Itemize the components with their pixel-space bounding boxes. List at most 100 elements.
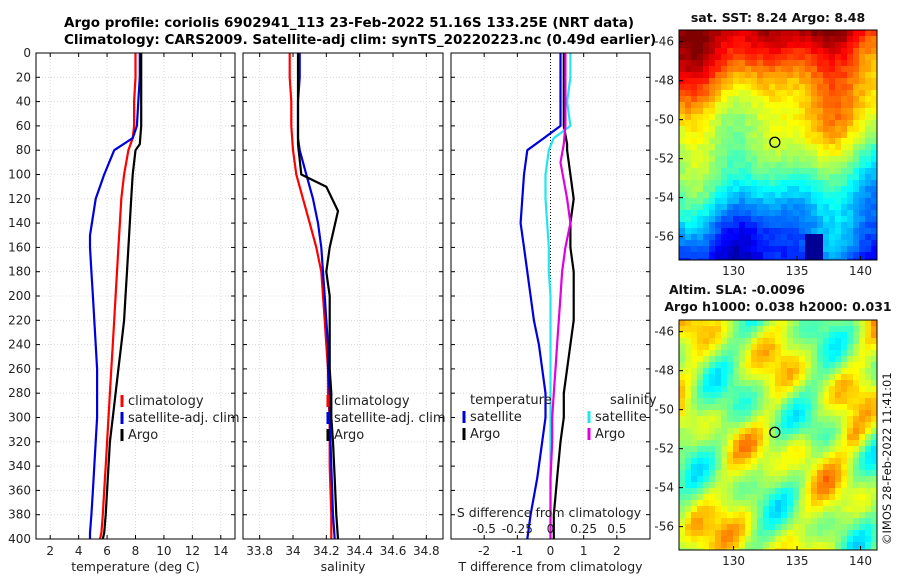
map-y-tick-label: -50	[654, 403, 674, 417]
x-axis-label: salinity	[321, 559, 366, 574]
x-tick-label: 12	[185, 544, 200, 558]
temperature-panel: 2 4 6 8 10 12 14020406080100120140160180200220…	[8, 46, 240, 574]
x-tick-label: 2	[46, 544, 54, 558]
y-tick-label: 0	[23, 46, 31, 60]
x-tick-label: 14	[213, 544, 228, 558]
x-tick-label: 34.6	[380, 544, 407, 558]
salinity-panel: 33.8 34 34.2 34.4 34.6 34.8 salinity climatolog…	[242, 52, 446, 574]
y-tick-label: 140	[8, 216, 31, 230]
map-y-tick-label: -56	[654, 230, 674, 244]
legend-label: Argo	[470, 427, 500, 442]
series-satellite-adj-clim	[88, 53, 141, 539]
x-tick-label: 34.4	[346, 544, 373, 558]
map-y-tick-label: -54	[654, 191, 674, 205]
sla-map-title: Altim. SLA: -0.0096	[669, 282, 805, 297]
x-tick-label: 10	[156, 544, 171, 558]
x-tick-label: 2	[613, 544, 621, 558]
plot-frame	[35, 52, 236, 540]
map-x-tick-label: 135	[786, 264, 809, 278]
x-tick-label: 34.8	[413, 544, 440, 558]
y-tick-label: 280	[8, 386, 31, 400]
map-frame	[678, 29, 878, 261]
legend-title-temperature: temperature	[470, 393, 552, 408]
y-tick-label: 160	[8, 240, 31, 254]
map-x-tick-label: 130	[722, 264, 745, 278]
s-tick-label: -0.25	[502, 522, 533, 536]
s-tick-label: -0.5	[472, 522, 495, 536]
series-argo	[296, 53, 340, 540]
y-tick-label: 120	[8, 192, 31, 206]
legend-label: satellite-adj. clim	[334, 411, 446, 426]
x-tick-label: 6	[103, 544, 111, 558]
x-tick-label: 33.8	[246, 544, 273, 558]
map-x-tick-label: 140	[849, 264, 872, 278]
legend-label: Argo	[595, 427, 625, 442]
plot-frame	[242, 52, 444, 540]
series-argo	[101, 53, 143, 540]
s-tick-label: 0.25	[570, 522, 597, 536]
y-tick-label: 180	[8, 265, 31, 279]
y-tick-label: 100	[8, 168, 31, 182]
x-axis-label-top: S difference from climatology	[457, 505, 642, 520]
sla-map-subtitle: Argo h1000: 0.038 h2000: 0.031	[664, 299, 891, 314]
figure-title-line1: Argo profile: coriolis 6902941_113 23-Fe…	[64, 15, 635, 31]
credit-text: ©IMOS 28-Feb-2022 11:41:01	[880, 372, 894, 545]
map-y-tick-label: -46	[654, 35, 674, 49]
sst-map: -46 -48 -50 -52 -54 -56 130 135 140 sat. SST: 8.2…	[654, 10, 878, 278]
y-tick-label: 320	[8, 435, 31, 449]
map-y-tick-label: -48	[654, 364, 674, 378]
map-y-tick-label: -48	[654, 74, 674, 88]
s-tick-label: 0	[547, 522, 555, 536]
x-tick-label: 1	[580, 544, 588, 558]
map-y-tick-label: -50	[654, 113, 674, 127]
series-t-satellite	[519, 53, 562, 540]
map-frame	[678, 319, 878, 551]
legend-label: satellite-adj. clim	[128, 411, 240, 426]
map-field	[679, 320, 877, 550]
x-tick-label: 34.2	[313, 544, 340, 558]
legend-label: climatology	[334, 394, 410, 409]
map-x-tick-label: 140	[849, 554, 872, 568]
legend-label: Argo	[128, 428, 158, 443]
x-tick-label: -2	[478, 544, 490, 558]
x-tick-label: 4	[75, 544, 83, 558]
y-tick-label: 220	[8, 313, 31, 327]
y-tick-label: 200	[8, 289, 31, 303]
y-tick-label: 380	[8, 508, 31, 522]
x-axis-label: T difference from climatology	[457, 559, 643, 574]
series-s-argo	[549, 53, 572, 539]
sla-map: -46 -48 -50 -52 -54 -56 130 135 140 Altim. SLA: -…	[654, 282, 891, 568]
map-x-tick-label: 130	[722, 554, 745, 568]
map-y-tick-label: -46	[654, 325, 674, 339]
x-axis-label: temperature (deg C)	[71, 559, 200, 574]
map-y-tick-label: -52	[654, 152, 674, 166]
legend-label: climatology	[128, 394, 204, 409]
map-field	[679, 30, 877, 260]
legend-label: satellite	[595, 410, 647, 425]
map-y-tick-label: -52	[654, 442, 674, 456]
x-tick-label: 0	[547, 544, 555, 558]
map-y-tick-label: -54	[654, 481, 674, 495]
y-tick-label: 300	[8, 411, 31, 425]
y-tick-label: 360	[8, 483, 31, 497]
legend-title-salinity: salinity	[610, 393, 657, 408]
legend-label: satellite	[470, 410, 522, 425]
y-tick-label: 60	[16, 119, 31, 133]
x-tick-label: 34	[285, 544, 300, 558]
figure-title-line2: Climatology: CARS2009. Satellite-adj cli…	[64, 32, 657, 48]
y-tick-label: 340	[8, 459, 31, 473]
x-tick-label: 8	[132, 544, 140, 558]
y-tick-label: 240	[8, 338, 31, 352]
x-tick-label: -1	[511, 544, 523, 558]
y-tick-label: 260	[8, 362, 31, 376]
sst-map-title: sat. SST: 8.24 Argo: 8.48	[691, 10, 865, 25]
y-tick-label: 20	[16, 70, 31, 84]
s-tick-label: 0.5	[607, 522, 626, 536]
argo-position-marker	[769, 426, 781, 438]
plot-frame	[450, 52, 651, 540]
map-y-tick-label: -56	[654, 520, 674, 534]
argo-position-marker	[769, 136, 781, 148]
y-tick-label: 80	[16, 143, 31, 157]
difference-panel: -2 -1 0 1 2T difference from climatology temp…	[450, 52, 657, 574]
